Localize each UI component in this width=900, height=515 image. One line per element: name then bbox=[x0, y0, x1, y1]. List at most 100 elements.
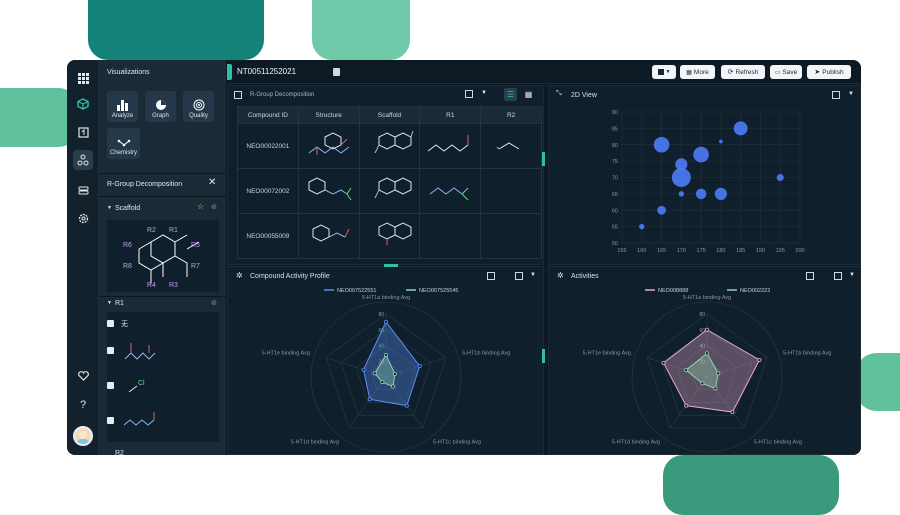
copy-icon[interactable] bbox=[487, 272, 495, 280]
col-compound-id[interactable]: Compound ID bbox=[237, 106, 299, 124]
r2-cell bbox=[480, 213, 542, 259]
graph-button[interactable]: Graph bbox=[145, 91, 176, 122]
scaffold-structure: R2 R1 R6 R5 R8 R7 R4 R3 bbox=[107, 220, 219, 292]
bar-chart-icon bbox=[117, 100, 128, 111]
radar-chart: NEO008888 NEO002222 5-HT1a binding Avg 5-HT… bbox=[583, 288, 831, 453]
grid-view-button[interactable]: ▦ bbox=[524, 90, 533, 99]
chevron-down-icon[interactable]: ▼ bbox=[107, 205, 112, 211]
radar-point bbox=[684, 368, 689, 373]
col-r1[interactable]: R1 bbox=[419, 106, 482, 124]
scatter-point bbox=[695, 188, 707, 200]
more-button[interactable]: ▦ More bbox=[680, 65, 715, 79]
r1-cell bbox=[419, 168, 482, 214]
radar-axis-label: 5-HT1d binding Avg bbox=[291, 440, 339, 446]
resize-handle[interactable] bbox=[542, 152, 545, 166]
close-icon[interactable]: ✕ bbox=[208, 177, 217, 188]
quality-button[interactable]: Quality bbox=[183, 91, 214, 122]
x-tick-label: 190 bbox=[756, 248, 765, 254]
activities-panel: ✲ Activities ▼ NEO008888 NEO002222 5-HT1a b… bbox=[548, 266, 861, 455]
r1-checkbox[interactable] bbox=[107, 417, 114, 424]
cube-icon[interactable] bbox=[73, 94, 93, 114]
scatter-point bbox=[714, 187, 727, 200]
radar-ring bbox=[661, 329, 753, 416]
radar-axis-label: 5-HT1b binding Avg bbox=[462, 350, 510, 356]
radar-series-area bbox=[374, 353, 396, 388]
chevron-down-icon[interactable]: ▼ bbox=[530, 272, 536, 278]
y-tick-label: 70 bbox=[612, 176, 618, 182]
resize-handle[interactable] bbox=[542, 349, 545, 363]
chevron-down-icon[interactable]: ▼ bbox=[481, 90, 487, 96]
expand-icon[interactable] bbox=[515, 272, 523, 280]
col-scaffold[interactable]: Scaffold bbox=[358, 106, 421, 124]
r1-fragment bbox=[121, 405, 162, 436]
analyze-button[interactable]: Analyze bbox=[107, 91, 138, 122]
r2-label: R2 bbox=[115, 450, 124, 455]
x-tick-label: 195 bbox=[776, 248, 785, 254]
scaffold-r-label: R2 bbox=[147, 227, 156, 234]
chevron-down-icon[interactable]: ▼ bbox=[848, 91, 854, 97]
block-icon[interactable]: ⊘ bbox=[211, 300, 217, 307]
radar-axis-label: 5-HT1b binding Avg bbox=[783, 350, 831, 356]
radar-point bbox=[367, 397, 372, 402]
radar-axis-label: 5-HT1e binding Avg bbox=[262, 350, 310, 356]
molecules-icon[interactable] bbox=[73, 150, 93, 170]
radar-spoke bbox=[669, 376, 708, 429]
scatter-point bbox=[653, 136, 670, 153]
decor-shape bbox=[855, 353, 900, 411]
heart-icon[interactable] bbox=[73, 366, 93, 386]
radar-point bbox=[390, 384, 395, 389]
folder-icon[interactable] bbox=[73, 122, 93, 142]
star-icon[interactable]: ☆ bbox=[197, 202, 205, 211]
radar-axis-label: 5-HT1e binding Avg bbox=[583, 350, 631, 356]
r1-checkbox[interactable] bbox=[107, 320, 114, 327]
radar-tick-label: 80 bbox=[699, 312, 705, 318]
decor-shape bbox=[663, 455, 839, 515]
publish-button[interactable]: ➤ Publish bbox=[807, 65, 851, 79]
radar-spoke bbox=[646, 357, 708, 378]
rgroup-panel: R-Group Decomposition ▼ ☰ ▦ Compound ID … bbox=[227, 85, 545, 265]
apps-icon[interactable] bbox=[73, 68, 93, 88]
r1-checkbox[interactable] bbox=[107, 382, 114, 389]
radar-icon: ✲ bbox=[557, 271, 564, 280]
radar-ring bbox=[310, 301, 462, 453]
doc-icon[interactable] bbox=[333, 68, 340, 76]
radar-spoke bbox=[348, 376, 387, 429]
layers-icon[interactable] bbox=[73, 180, 93, 200]
table-row[interactable]: NEO00072002 bbox=[237, 168, 542, 214]
col-r2[interactable]: R2 bbox=[480, 106, 542, 124]
scaffold-cell bbox=[358, 213, 421, 259]
expand-icon[interactable] bbox=[465, 90, 473, 98]
expand-icon[interactable] bbox=[834, 272, 842, 280]
y-tick-label: 75 bbox=[612, 159, 618, 165]
radar-point bbox=[417, 364, 422, 369]
list-view-button[interactable]: ☰ bbox=[504, 88, 517, 101]
col-structure[interactable]: Structure bbox=[297, 106, 360, 124]
view-mode-button[interactable]: ▼ bbox=[652, 65, 676, 79]
help-icon[interactable]: ? bbox=[79, 399, 87, 411]
chevron-down-icon[interactable]: ▼ bbox=[849, 272, 855, 278]
compound-id: NEO00022001 bbox=[237, 123, 299, 169]
scaffold-r-label: R3 bbox=[169, 282, 178, 289]
copy-icon[interactable] bbox=[806, 272, 814, 280]
r1-checkbox[interactable] bbox=[107, 347, 114, 354]
collapse-toggle[interactable] bbox=[227, 64, 232, 80]
chevron-down-icon[interactable]: ▼ bbox=[107, 300, 112, 306]
table-row[interactable]: NEO00055009 bbox=[237, 213, 542, 259]
radar-chart: NEO007522551 NEO007525545 5-HT1a binding A… bbox=[262, 288, 510, 453]
block-icon[interactable]: ⊘ bbox=[211, 204, 217, 211]
refresh-button[interactable]: ⟳ Refresh bbox=[721, 65, 765, 79]
avatar[interactable] bbox=[73, 426, 93, 446]
gear-icon[interactable] bbox=[73, 208, 93, 228]
table-row[interactable]: NEO00022001 bbox=[237, 123, 542, 169]
radar-point bbox=[661, 360, 666, 365]
save-icon: ▭ bbox=[774, 69, 781, 76]
save-button[interactable]: ▭ Save bbox=[770, 65, 802, 79]
structure-cell bbox=[297, 123, 360, 169]
expand-icon[interactable] bbox=[832, 91, 840, 99]
legend-entry: NEO007522551 bbox=[337, 288, 376, 294]
chemistry-button[interactable]: Chemistry bbox=[107, 128, 140, 159]
radar-point bbox=[713, 386, 718, 391]
resize-handle[interactable] bbox=[384, 264, 398, 267]
activities-title: Activities bbox=[571, 272, 599, 280]
radar-tick-label: 60 bbox=[699, 328, 705, 334]
